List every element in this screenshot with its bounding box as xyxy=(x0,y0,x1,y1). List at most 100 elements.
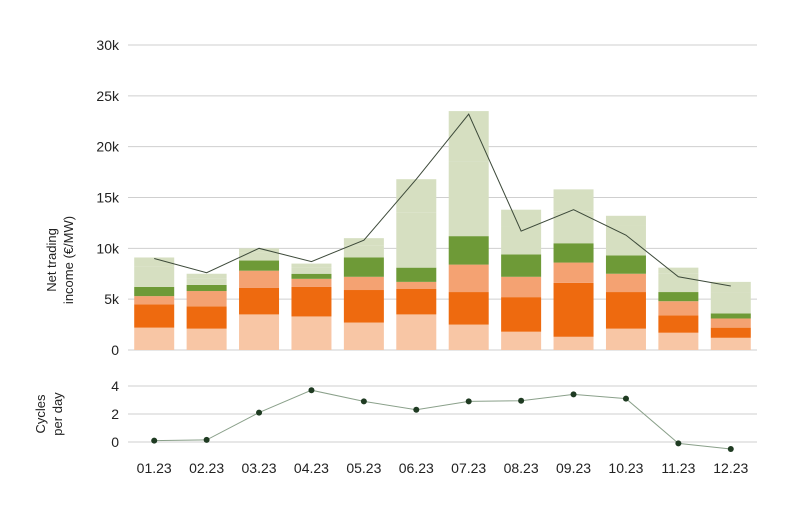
bar-segment xyxy=(134,266,175,287)
x-tick-label: 05.23 xyxy=(346,460,381,476)
bar-segment xyxy=(553,282,594,337)
bar-segment xyxy=(239,248,280,253)
bar-segment xyxy=(343,276,384,291)
bar-segment xyxy=(658,332,699,350)
bar-segment xyxy=(396,267,437,282)
x-tick-label: 01.23 xyxy=(137,460,172,476)
bar-segment xyxy=(501,297,542,332)
bar-segment xyxy=(186,273,227,279)
cycles-point xyxy=(570,391,577,398)
income-y-axis: 0 5k 10k 15k 20k 25k 30k xyxy=(96,37,120,358)
bar-segment xyxy=(605,273,646,293)
income-y-tick-label: 30k xyxy=(96,37,120,53)
bar-segment xyxy=(343,257,384,277)
cycles-point xyxy=(675,440,682,447)
bar-segment xyxy=(710,337,751,350)
bar-segment xyxy=(186,278,227,285)
income-y-tick-label: 20k xyxy=(96,139,120,155)
x-tick-label: 09.23 xyxy=(556,460,591,476)
bar-segment xyxy=(186,306,227,329)
bar-segment xyxy=(186,291,227,307)
cycles-point xyxy=(727,446,734,452)
x-axis-labels: 01.23 02.23 03.23 04.23 05.23 06.23 07.23 08.23… xyxy=(137,460,749,476)
bar-segment xyxy=(239,260,280,271)
bar-segment xyxy=(186,328,227,350)
bar-segment xyxy=(291,316,332,350)
cycles-y-tick-label: 0 xyxy=(111,434,119,450)
bar-segment xyxy=(396,314,437,350)
bar-segment xyxy=(448,324,489,350)
bar-segment xyxy=(710,313,751,319)
bar-segment xyxy=(134,296,175,305)
income-y-tick-label: 10k xyxy=(96,240,120,256)
income-y-axis-title: Net trading income (€/MW) xyxy=(44,216,76,304)
bar-segment xyxy=(553,243,594,263)
bar-segment xyxy=(710,281,751,293)
bar-segment xyxy=(710,292,751,314)
bar-segment xyxy=(658,292,699,302)
income-y-axis-title-line: income (€/MW) xyxy=(61,216,76,304)
cycles-point xyxy=(256,409,263,416)
cycles-y-axis: 0 2 4 xyxy=(111,378,119,450)
bar-segment xyxy=(605,225,646,256)
income-y-axis-label: Net trading income (€/MW) xyxy=(44,216,76,304)
bar-segment xyxy=(448,161,489,237)
income-y-tick-label: 15k xyxy=(96,190,120,206)
bar-segment xyxy=(291,278,332,287)
cycles-line xyxy=(151,387,734,452)
bar-segment xyxy=(448,264,489,293)
bar-segment xyxy=(501,209,542,227)
cycles-gridlines xyxy=(128,385,757,443)
bar-segment xyxy=(134,286,175,297)
bar-segment xyxy=(343,238,384,246)
cycles-point xyxy=(518,397,525,404)
bar-segment xyxy=(239,314,280,350)
bar-segment xyxy=(553,189,594,212)
bar-segment xyxy=(396,289,437,315)
cycles-y-tick-label: 4 xyxy=(111,378,119,394)
x-tick-label: 04.23 xyxy=(294,460,329,476)
bar-segment xyxy=(553,211,594,244)
bar-segment xyxy=(501,276,542,298)
cycles-point xyxy=(151,437,158,444)
cycles-point xyxy=(465,398,472,405)
bar-segment xyxy=(553,262,594,283)
bar-segment xyxy=(605,292,646,329)
bar-segment xyxy=(291,286,332,317)
bar-segment xyxy=(605,255,646,274)
income-y-axis-title-line: Net trading xyxy=(44,228,59,292)
bar-segment xyxy=(658,301,699,316)
cycles-y-axis-label: Cycles per day xyxy=(33,392,65,436)
bar-segment xyxy=(396,212,437,268)
bar-segment xyxy=(186,284,227,292)
bar-segment xyxy=(501,254,542,277)
bar-segment xyxy=(448,111,489,162)
bar-segment xyxy=(605,215,646,226)
x-tick-label: 06.23 xyxy=(399,460,434,476)
bar-segment xyxy=(553,336,594,350)
cycles-y-axis-title-line: per day xyxy=(50,392,65,436)
bar-segment xyxy=(396,179,437,213)
bar-segment xyxy=(710,327,751,338)
bar-segment xyxy=(134,327,175,350)
x-tick-label: 11.23 xyxy=(661,460,695,476)
bar-segment xyxy=(343,322,384,350)
income-y-tick-label: 25k xyxy=(96,88,120,104)
bar-segment xyxy=(291,273,332,279)
bar-segment xyxy=(658,315,699,333)
cycles-point xyxy=(360,398,367,405)
cycles-point xyxy=(203,436,210,443)
cycles-y-tick-label: 2 xyxy=(111,406,119,422)
cycles-y-axis-title-line: Cycles xyxy=(33,394,48,434)
x-tick-label: 02.23 xyxy=(189,460,224,476)
income-total-line xyxy=(154,113,731,287)
bar-segment xyxy=(239,252,280,261)
bar-segment xyxy=(448,292,489,325)
cycles-point xyxy=(622,395,629,402)
income-bars xyxy=(134,111,751,350)
cycles-point xyxy=(308,387,315,394)
bar-segment xyxy=(134,304,175,328)
bar-segment xyxy=(501,331,542,350)
bar-segment xyxy=(605,328,646,350)
